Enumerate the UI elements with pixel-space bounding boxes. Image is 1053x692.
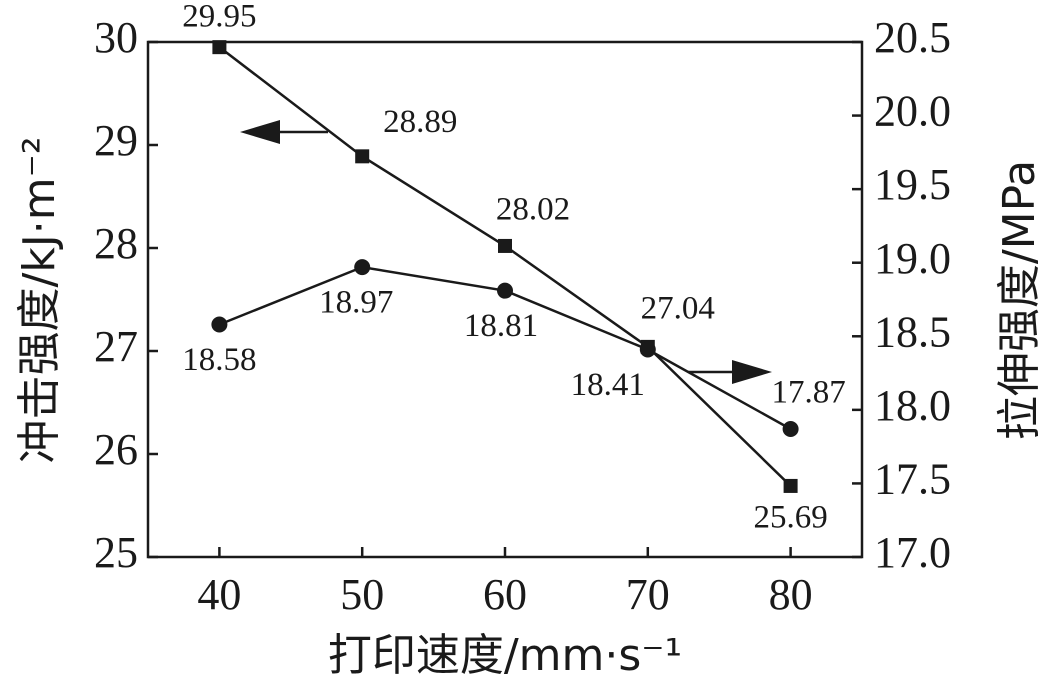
point (212, 40, 227, 55)
y-tick-label: 27 (94, 322, 138, 371)
y-tick-label: 29 (94, 116, 138, 165)
data-label: 17.87 (771, 375, 845, 411)
x-tick-label: 70 (626, 570, 670, 619)
y-tick-label: 30 (94, 13, 138, 62)
point (497, 282, 513, 299)
y-tick-label: 28 (94, 219, 138, 268)
x-axis-label: 打印速度/mm·s⁻¹ (328, 630, 682, 681)
x-tick-label: 40 (197, 570, 241, 619)
point (355, 149, 370, 164)
y2-tick-label: 17.5 (874, 455, 951, 504)
point (783, 478, 798, 493)
y-tick-label: 25 (94, 528, 138, 577)
y2-tick-label: 19.0 (874, 234, 951, 283)
left-arrow (240, 120, 328, 144)
point (354, 259, 371, 276)
data-label: 18.81 (464, 308, 538, 344)
y2-tick-label: 18.0 (874, 381, 951, 430)
x-tick-label: 80 (769, 570, 813, 619)
y-axis-label: 冲击强度/kJ·m⁻² (14, 137, 65, 464)
data-label: 18.97 (319, 285, 393, 321)
y2-tick-label: 19.5 (874, 160, 951, 209)
point (498, 238, 512, 253)
data-label: 29.95 (182, 0, 256, 35)
y-tick-label: 26 (94, 425, 138, 474)
point (782, 420, 799, 437)
y2-tick-label: 20.0 (874, 87, 951, 136)
y2-axis-label: 拉伸强度/MPa (994, 160, 1045, 440)
plot-frame (146, 40, 864, 559)
data-label: 18.58 (182, 342, 256, 378)
y2-tick-label: 17.0 (874, 528, 951, 577)
y2-tick-label: 20.5 (874, 13, 951, 62)
x-tick-label: 60 (483, 570, 527, 619)
data-label: 27.04 (641, 290, 715, 326)
data-label: 25.69 (753, 500, 827, 536)
data-label: 28.89 (383, 104, 457, 140)
point (211, 316, 228, 333)
series-line (218, 46, 792, 487)
point (639, 341, 656, 358)
y2-tick-label: 18.5 (874, 307, 951, 356)
right-arrow (688, 360, 772, 384)
data-label: 18.41 (571, 367, 645, 403)
x-tick-label: 50 (340, 570, 384, 619)
data-label: 28.02 (496, 192, 570, 228)
